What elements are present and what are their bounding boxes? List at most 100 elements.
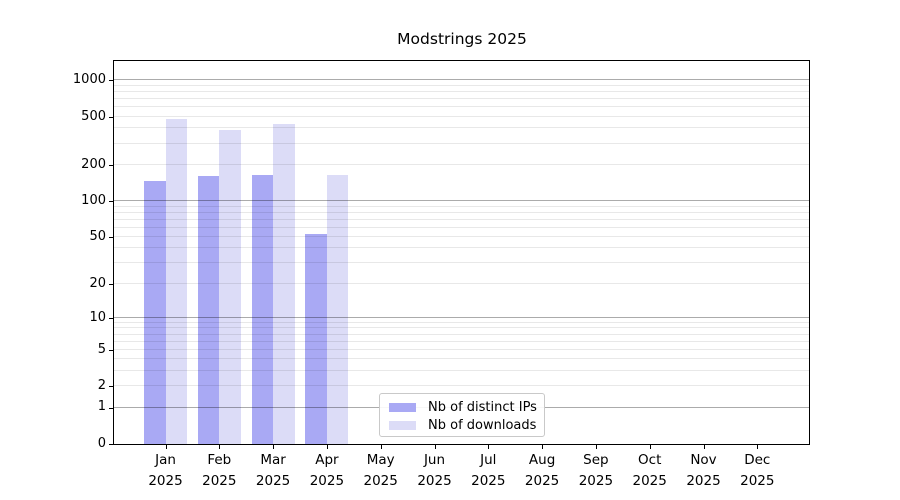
gridline-20 (114, 282, 809, 284)
gridline-600 (114, 106, 809, 108)
grid-layer (114, 61, 809, 444)
y-tick-label-500: 500 (81, 108, 106, 124)
gridline-200 (114, 163, 809, 165)
month-label: Jul (480, 452, 497, 468)
gridline-6 (114, 340, 809, 342)
x-tick-mark (703, 445, 705, 449)
gridline-3 (114, 370, 809, 371)
year-label: 2025 (309, 473, 345, 489)
month-label: Jan (155, 452, 176, 468)
gridline-90 (114, 205, 809, 207)
y-tick-label-2: 2 (97, 378, 106, 394)
x-tick-label-apr: Apr 2025 (297, 450, 357, 492)
y-tick-label-100: 100 (81, 192, 106, 208)
y-tick-mark (109, 349, 113, 351)
bar-downloads-apr (326, 174, 349, 444)
y-tick-label-200: 200 (81, 156, 106, 172)
chart-title: Modstrings 2025 (397, 30, 527, 48)
gridline-8 (114, 327, 809, 329)
y-tick-mark (109, 80, 113, 82)
year-label: 2025 (148, 473, 183, 489)
x-tick-label-sep: Sep 2025 (566, 450, 626, 492)
x-tick-label-oct: Oct 2025 (620, 450, 680, 492)
x-tick-mark (326, 445, 328, 449)
month-label: Apr (315, 452, 339, 468)
month-label: Sep (583, 452, 609, 468)
x-tick-mark (165, 445, 167, 449)
x-tick-label-mar: Mar 2025 (243, 450, 303, 492)
x-tick-mark (488, 445, 490, 449)
legend-item-downloads: Nb of downloads (389, 416, 537, 434)
year-label: 2025 (578, 473, 614, 489)
y-tick-mark (109, 201, 113, 202)
legend-swatch (389, 402, 416, 412)
year-label: 2025 (524, 473, 560, 489)
x-tick-mark (434, 445, 436, 449)
gridline-100 (114, 200, 809, 201)
y-tick-label-0: 0 (97, 436, 106, 451)
month-label: Aug (528, 452, 556, 468)
gridline-4 (114, 358, 809, 360)
y-tick-label-50: 50 (89, 228, 106, 244)
bar-downloads-mar (273, 124, 295, 444)
y-tick-label-5: 5 (97, 341, 106, 357)
x-tick-label-feb: Feb 2025 (189, 450, 249, 492)
y-tick-mark (109, 317, 113, 319)
gridline-40 (114, 247, 809, 249)
x-tick-label-jan: Jan 2025 (136, 450, 196, 492)
gridline-9 (114, 321, 809, 323)
y-tick-mark (109, 164, 113, 166)
month-label: Nov (690, 452, 717, 468)
year-label: 2025 (740, 473, 775, 489)
gridline-2 (114, 385, 809, 387)
x-tick-mark (649, 445, 651, 449)
month-label: Jun (423, 452, 446, 468)
x-tick-label-may: May 2025 (351, 450, 411, 492)
x-tick-mark (273, 445, 275, 449)
x-tick-mark (219, 445, 221, 449)
gridline-30 (114, 262, 809, 264)
legend-label: Nb of downloads (428, 417, 537, 433)
year-label: 2025 (632, 473, 667, 489)
y-tick-mark (109, 116, 113, 118)
x-tick-label-jul: Jul 2025 (458, 450, 518, 492)
gridline-10 (114, 316, 809, 318)
gridline-400 (114, 127, 809, 129)
x-tick-mark (595, 445, 597, 449)
legend-swatch (389, 420, 416, 430)
year-label: 2025 (471, 473, 506, 489)
legend-item-ips: Nb of distinct IPs (389, 398, 537, 416)
y-tick-mark (109, 283, 113, 285)
year-label: 2025 (417, 473, 452, 489)
y-tick-label-20: 20 (89, 275, 106, 291)
month-label: Oct (638, 452, 662, 468)
gridline-1000 (114, 79, 809, 81)
month-label: May (366, 452, 395, 468)
year-label: 2025 (255, 473, 291, 489)
month-label: Feb (207, 452, 232, 468)
x-tick-label-dec: Dec 2025 (727, 450, 787, 492)
gridline-300 (114, 142, 809, 144)
x-tick-mark (380, 445, 382, 449)
y-tick-mark (109, 444, 113, 445)
gridline-900 (114, 84, 809, 86)
year-label: 2025 (686, 473, 721, 489)
x-tick-label-aug: Aug 2025 (512, 450, 572, 492)
x-tick-mark (757, 445, 759, 449)
gridline-800 (114, 90, 809, 92)
bar-downloads-jan (165, 119, 187, 444)
y-tick-label-1: 1 (97, 399, 106, 415)
bar-ips-apr (305, 233, 327, 444)
year-label: 2025 (202, 473, 237, 489)
bar-ips-mar (251, 174, 274, 444)
gridline-5 (114, 348, 809, 350)
gridline-80 (114, 211, 809, 213)
bar-ips-jan (144, 180, 166, 444)
y-tick-mark (109, 407, 113, 409)
x-tick-mark (542, 445, 544, 449)
y-tick-mark (109, 386, 113, 388)
bars-layer (114, 61, 809, 444)
x-tick-label-nov: Nov 2025 (674, 450, 734, 492)
gridline-50 (114, 236, 809, 237)
